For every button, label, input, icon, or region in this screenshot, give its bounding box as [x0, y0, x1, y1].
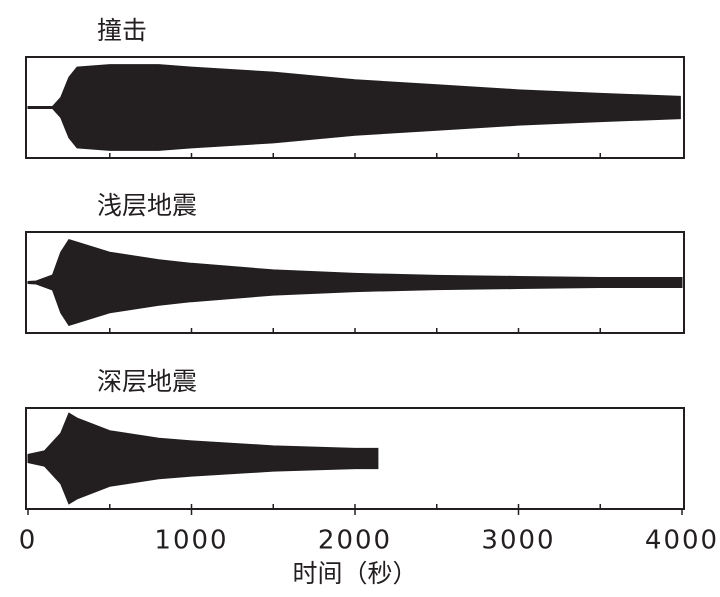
- waveform-lower: [27, 107, 681, 151]
- waveform-upper: [27, 64, 681, 108]
- waveform-lower: [27, 282, 683, 327]
- x-tick-label: 4000: [645, 526, 719, 556]
- x-axis-label: 时间（秒）: [292, 559, 417, 588]
- panel-title: 深层地震: [97, 367, 197, 396]
- panel-title: 浅层地震: [97, 191, 197, 220]
- x-tick-label: 3000: [481, 526, 555, 556]
- x-tick-label: 2000: [318, 526, 392, 556]
- x-tick-label: 0: [19, 526, 38, 556]
- x-tick-label: 1000: [154, 526, 228, 556]
- panel-title: 撞击: [97, 16, 147, 45]
- waveform-lower: [27, 458, 379, 505]
- waveform-upper: [27, 412, 379, 459]
- waveform-upper: [27, 238, 683, 283]
